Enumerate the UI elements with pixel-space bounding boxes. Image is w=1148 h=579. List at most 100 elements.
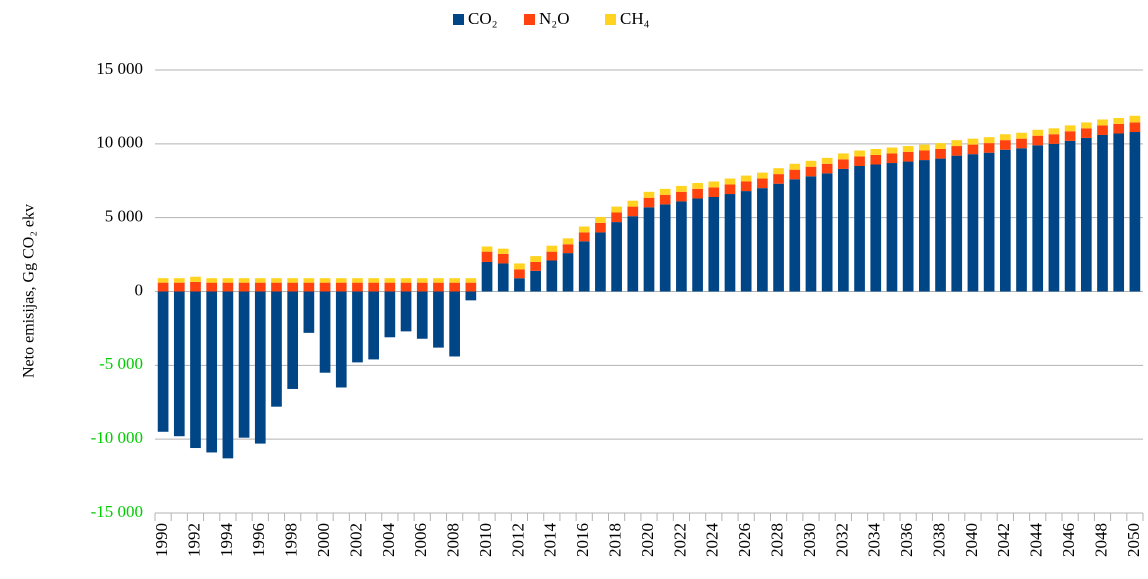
bar-segment (740, 191, 752, 292)
bar-segment (481, 246, 493, 252)
bar-segment (238, 282, 250, 292)
bar-segment (789, 179, 801, 292)
bar-segment (1064, 140, 1076, 292)
bar-segment (740, 181, 752, 192)
bar-segment (400, 291, 412, 332)
bar-segment (902, 146, 914, 152)
bar-segment (967, 144, 979, 155)
bar-segment (173, 278, 185, 283)
bar-segment (1097, 134, 1108, 292)
bar-segment (1080, 137, 1092, 292)
bar-segment (254, 282, 266, 292)
y-tick-label: 15 000 (96, 59, 143, 78)
x-tick-label: 2024 (703, 523, 722, 558)
bar-segment (805, 166, 817, 177)
bar-segment (578, 226, 590, 233)
bar-segment (206, 282, 218, 292)
bar-segment (692, 182, 703, 189)
y-axis-label: Neto emisijas, Gg CO₂ ekv (21, 204, 38, 378)
bar-segment (805, 160, 817, 167)
bar-segment (481, 251, 493, 262)
x-tick-label: 2038 (929, 523, 948, 557)
bar-segment (821, 163, 833, 174)
bar-segment (740, 175, 752, 182)
x-tick-label: 2036 (897, 523, 916, 557)
bar-segment (514, 269, 525, 279)
bar-segment (659, 188, 671, 195)
y-tick-label: -15 000 (91, 502, 143, 521)
x-tick-label: 2032 (832, 523, 851, 557)
bar-segment (433, 278, 444, 283)
bar-segment (595, 222, 606, 233)
y-tick-label: -10 000 (91, 428, 143, 447)
bar-segment (481, 261, 493, 292)
legend-label: N₂O (539, 9, 569, 28)
x-tick-label: 1990 (152, 523, 171, 557)
bar-segment (1129, 132, 1141, 292)
bar-segment (983, 137, 995, 144)
bar-segment (821, 157, 833, 164)
bar-segment (773, 168, 784, 175)
bar-segment (643, 197, 655, 208)
bar-segment (757, 188, 768, 292)
bar-segment (838, 159, 849, 169)
bar-segment (497, 253, 509, 264)
bar-segment (999, 134, 1011, 141)
bar-segment (497, 263, 509, 292)
bar-segment (400, 278, 412, 283)
bar-segment (449, 278, 460, 283)
bar-segment (983, 152, 995, 292)
bar-segment (935, 149, 946, 159)
bar-segment (1016, 132, 1027, 139)
bar-segment (368, 282, 380, 292)
bar-segment (676, 185, 687, 192)
x-tick-label: 2022 (670, 523, 689, 557)
bar-segment (627, 216, 639, 292)
x-tick-label: 2008 (444, 523, 463, 557)
bar-segment (1129, 115, 1141, 123)
bar-segment (384, 282, 396, 292)
bar-segment (595, 232, 606, 292)
bar-segment (757, 172, 768, 179)
bar-segment (335, 278, 347, 283)
bar-segment (611, 212, 622, 223)
bar-segment (854, 150, 865, 157)
bar-segment (546, 260, 558, 292)
bar-segment (659, 194, 671, 205)
bar-segment (999, 149, 1011, 292)
y-tick-label: 5 000 (105, 207, 143, 226)
bar-segment (967, 154, 979, 292)
bar-segment (335, 291, 347, 388)
bar-segment (1048, 143, 1060, 292)
bar-segment (222, 291, 234, 459)
bar-segment (287, 278, 299, 283)
bar-segment (287, 282, 299, 292)
bar-segment (821, 173, 833, 292)
bar-segment (886, 153, 898, 164)
bar-segment (465, 278, 477, 283)
bar-segment (951, 146, 963, 156)
bar-segment (967, 138, 979, 145)
bar-segment (254, 278, 266, 283)
x-tick-label: 2000 (314, 523, 333, 557)
bar-segment (1016, 148, 1027, 292)
bar-segment (319, 278, 331, 283)
x-tick-label: 2018 (606, 523, 625, 557)
bar-segment (1032, 135, 1044, 146)
bar-segment (546, 245, 558, 252)
x-tick-label: 2002 (346, 523, 365, 557)
bar-segment (708, 196, 720, 292)
bar-segment (805, 176, 817, 292)
bar-segment (1097, 119, 1108, 126)
x-tick-label: 2030 (800, 523, 819, 557)
bar-segment (773, 174, 784, 184)
bar-segment (1129, 122, 1141, 133)
x-tick-label: 2042 (994, 523, 1013, 557)
bar-segment (1048, 128, 1060, 135)
y-tick-label: -5 000 (99, 354, 143, 373)
bar-segment (1113, 117, 1125, 124)
bar-segment (838, 168, 849, 292)
bar-segment (530, 270, 541, 292)
bar-segment (562, 238, 574, 245)
